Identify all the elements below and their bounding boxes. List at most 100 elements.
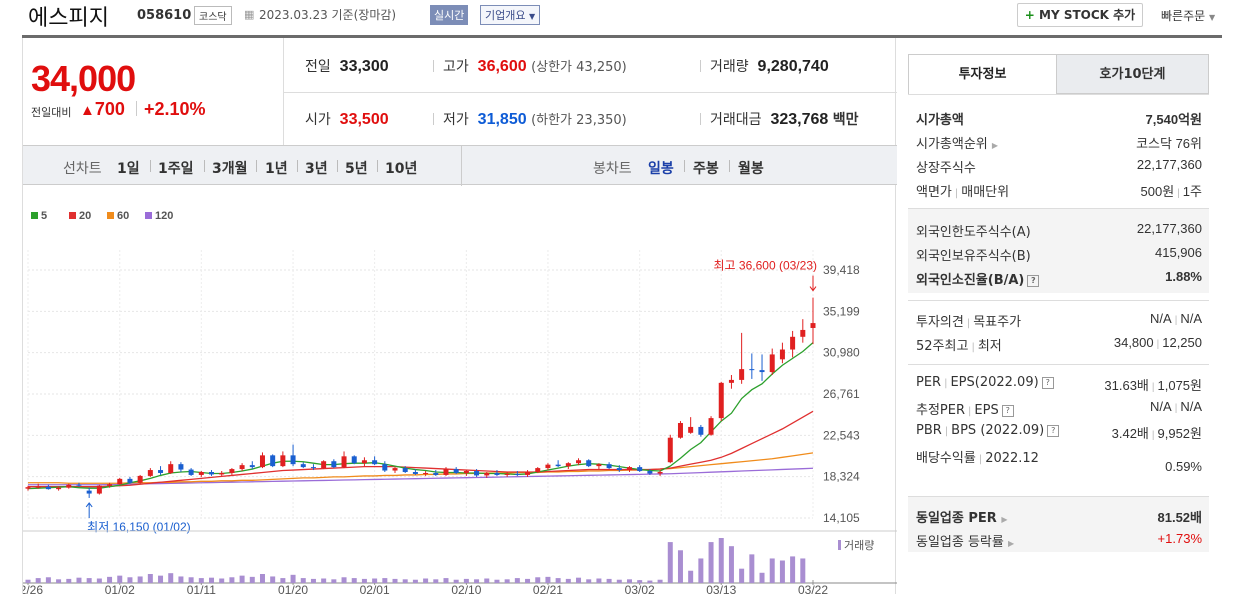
legend-label: 5 [41,210,47,222]
candle-body [382,464,388,471]
realtime-button[interactable]: 실시간 [430,5,469,25]
tab-3year[interactable]: 3년 [305,161,328,177]
ma-line-ma120 [28,467,814,486]
sector-rate-row[interactable]: 동일업종 등락률 ▶ +1.73% [916,531,1202,551]
candle-body [708,418,714,435]
volume-bar [647,580,653,583]
sector-per-row[interactable]: 동일업종 PER ▶ 81.52배 [916,507,1202,527]
divider [150,160,151,172]
x-tick-label: 02/21 [533,583,563,594]
divider [204,160,205,172]
divider [700,113,701,125]
amount-value: 323,768 [770,111,829,128]
candle-body [698,426,704,435]
add-mystock-button[interactable]: + MY STOCK 추가 [1017,3,1143,27]
tab-3month[interactable]: 3개월 [212,161,248,177]
candle-body [504,473,510,475]
tab-monthly[interactable]: 월봉 [738,161,764,177]
par-label: 액면가 | 매매단위 [916,185,1010,200]
y-tick-label: 30,980 [823,346,860,360]
volume-bar [198,578,204,583]
volume-bar [739,568,745,583]
tab-investment-info[interactable]: 투자정보 [908,54,1057,94]
valuation-section: PER | EPS(2022.09)? 31.63배 | 1,075원 추정PER | EPS… [908,364,1209,490]
volume-bar [657,579,663,583]
volume-value: 9,280,740 [757,58,829,75]
pbr-value: 3.42배 | 9,952원 [1111,426,1202,441]
volume-bar [555,578,561,583]
tab-1day[interactable]: 1일 [117,161,140,177]
price-change: ▲700 [80,99,125,120]
candle-body [402,468,408,473]
up-triangle-icon: ▲ [80,102,95,119]
est-per-row: 추정PER | EPS? N/A | N/A [916,399,1202,419]
volume-bar [280,578,286,583]
volume-bar [769,558,775,583]
chevron-down-icon: ▼ [528,12,536,21]
candle-body [494,472,500,475]
candle-body [219,472,225,475]
quick-order-link[interactable]: 빠른주문 ▼ [1161,7,1215,24]
candle-body [239,465,245,470]
candle-body [76,484,82,486]
volume-bar [107,576,113,583]
tab-weekly[interactable]: 주봉 [693,161,719,177]
tab-orderbook[interactable]: 호가10단계 [1056,54,1209,94]
lower-limit: (하한가 23,350) [531,113,627,128]
caret-down-icon: ▼ [1209,13,1216,22]
volume-bar [209,577,215,583]
volume-bar [361,578,367,583]
volume-bar [259,574,265,583]
volume-bar [402,579,408,583]
candle-body [423,472,429,474]
candle-body [66,484,72,488]
tab-1year[interactable]: 1년 [265,161,288,177]
company-overview-label: 기업개요 [485,9,526,22]
candlestick-chart[interactable]: 39,418 35,199 30,980 26,761 22,543 18,324 14,1… [23,185,897,594]
high-value: 36,600 [477,58,527,75]
candle-body [576,460,582,464]
candle-body [810,323,816,328]
candle-body [310,467,316,469]
volume-bar [158,575,164,583]
tab-1week[interactable]: 1주일 [158,161,194,177]
candle-body [749,369,755,371]
tab-10year[interactable]: 10년 [385,161,418,177]
volume-bar [576,577,582,583]
candle-body [525,472,531,475]
volume-bar [474,579,480,583]
arrow-right-icon: ▶ [1008,539,1015,548]
legend-swatch [107,212,114,219]
tab-daily[interactable]: 일봉 [648,161,674,177]
company-name: 에스피지 [28,6,109,31]
volume-bar [321,578,327,583]
open-label: 시가 [305,112,331,128]
compare-label: 전일대비 [31,106,72,119]
max-annotation: 최고 36,600 (03/23) [714,259,817,273]
legend-swatch [31,212,38,219]
company-overview-dropdown[interactable]: 기업개요 ▼ [480,5,541,25]
help-icon[interactable]: ? [1001,404,1014,417]
volume-bar [341,577,347,583]
help-icon[interactable]: ? [1041,376,1054,389]
header-divider [22,35,1222,38]
y-tick-label: 39,418 [823,263,860,277]
volume-bar [290,574,296,583]
pbr-row: PBR | BPS (2022.09)? 3.42배 | 9,952원 [916,423,1202,443]
candle-body [249,465,255,468]
candle-body [127,478,133,483]
rank-row[interactable]: 시가총액순위 ▶ 코스닥 76위 [916,133,1202,153]
candle-body [433,472,439,475]
foreign-section: 외국인한도주식수(A) 22,177,360 외국인보유주식수(B) 415,906… [908,208,1209,293]
volume-bar [137,576,143,583]
divider [461,146,462,186]
volume-bar [688,570,694,583]
help-icon[interactable]: ? [1027,274,1040,287]
volume-bar [372,578,378,583]
opinion-label: 투자의견 | 목표주가 [916,315,1022,330]
help-icon[interactable]: ? [1047,424,1060,437]
price-summary: 34,000 전일대비 ▲700 +2.10% [23,38,283,145]
tab-5year[interactable]: 5년 [345,161,368,177]
candle-body [259,455,265,468]
per-row: PER | EPS(2022.09)? 31.63배 | 1,075원 [916,375,1202,395]
